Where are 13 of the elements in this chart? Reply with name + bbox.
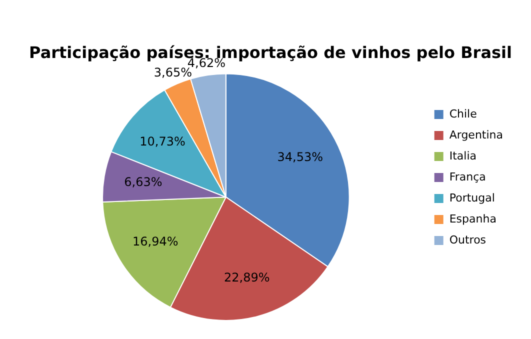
legend-label: Italia: [449, 149, 476, 162]
legend-label: Outros: [449, 233, 486, 246]
data-label: 16,94%: [132, 234, 178, 249]
data-label: 10,73%: [140, 134, 186, 148]
legend-label: Chile: [449, 107, 478, 120]
data-label: 3,65%: [154, 66, 192, 80]
data-label: 6,63%: [124, 175, 162, 190]
legend-label: Espanha: [449, 212, 496, 226]
data-label: 22,89%: [224, 270, 270, 284]
legend-label: Portugal: [449, 191, 495, 204]
data-label: 34,53%: [277, 150, 324, 164]
legend-label: França: [449, 170, 486, 184]
legend-label: Argentina: [449, 128, 504, 142]
